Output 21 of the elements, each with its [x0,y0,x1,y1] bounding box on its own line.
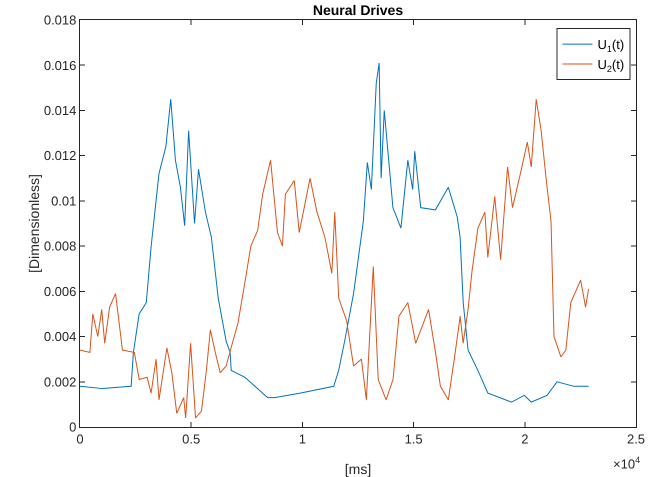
y-tick-label: 0 [69,420,76,435]
y-tick-label: 0.012 [44,148,76,164]
x-tick-label: 1.5 [404,432,423,447]
x-tick-label: 0.5 [182,432,200,447]
y-tick-label: 0.01 [51,193,76,208]
y-tick-label: 0.006 [44,284,76,299]
y-tick-label: 0.002 [44,374,76,390]
y-tick-label: 0.018 [44,12,76,28]
x-tick-label: 1 [298,432,306,447]
x-tick-label: 2.5 [626,432,646,447]
y-tick-label: 0.008 [44,238,76,254]
legend-label: U$_{2}$(t) [597,57,624,74]
x-tick-label: 2 [521,432,528,447]
y-axis-title: [Dimensionless] [26,174,42,273]
text: ×10$^{4}$ [613,455,640,472]
legend-label: U$_{1}$(t) [597,37,624,54]
chart-title: Neural Drives [312,2,404,18]
y-tick-label: 0.004 [44,329,76,344]
x-axis-title: [ms] [344,461,372,477]
y-tick-label: 0.014 [44,102,76,118]
y-tick-label: 0.016 [44,58,76,73]
